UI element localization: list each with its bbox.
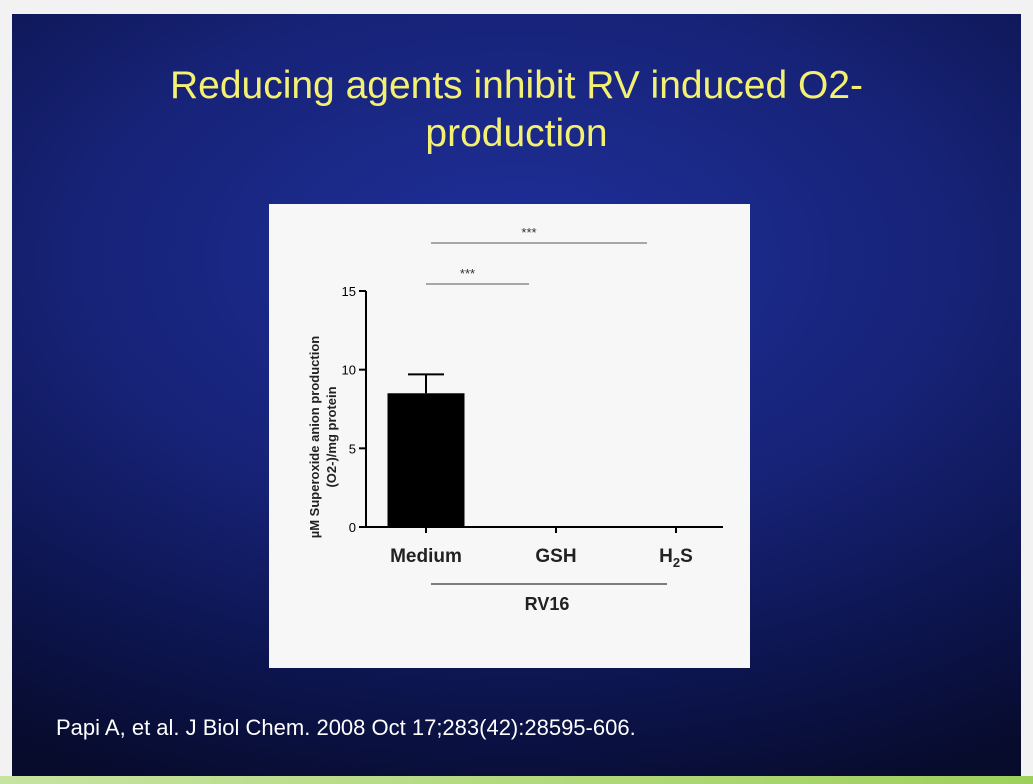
x-tick-label: H2S: [659, 546, 693, 570]
y-axis-label: µM Superoxide anion production (O2-)/mg p…: [307, 336, 339, 539]
citation: Papi A, et al. J Biol Chem. 2008 Oct 17;…: [56, 715, 636, 740]
chart-figure: 0 5 10 15 µM Superoxide anion production (O2-…: [269, 204, 750, 668]
slide-title-line-1: Reducing agents inhibit RV induced O2-: [169, 64, 864, 107]
y-tick-label: 5: [349, 441, 356, 456]
significance-label: ***: [521, 225, 536, 240]
slide-title-line-2: production: [425, 112, 608, 155]
y-tick-label: 10: [342, 363, 356, 378]
y-tick-label: 0: [349, 520, 356, 535]
x-tick-label: GSH: [535, 546, 576, 567]
slide: Reducing agents inhibit RV induced O2- p…: [12, 14, 1021, 776]
bottom-accent-line: [0, 776, 1033, 784]
y-tick-label: 15: [342, 284, 356, 299]
group-label: RV16: [525, 594, 570, 614]
bar-chart: 0 5 10 15 µM Superoxide anion production (O2-…: [307, 225, 723, 614]
bar-medium: [387, 393, 465, 527]
x-tick-label: Medium: [390, 546, 462, 567]
slide-title: Reducing agents inhibit RV induced O2- p…: [12, 62, 1021, 158]
significance-label: ***: [460, 266, 475, 281]
